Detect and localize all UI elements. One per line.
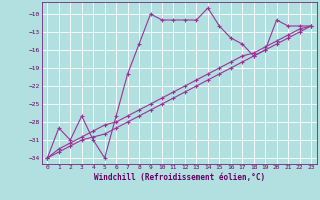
X-axis label: Windchill (Refroidissement éolien,°C): Windchill (Refroidissement éolien,°C) [94,173,265,182]
